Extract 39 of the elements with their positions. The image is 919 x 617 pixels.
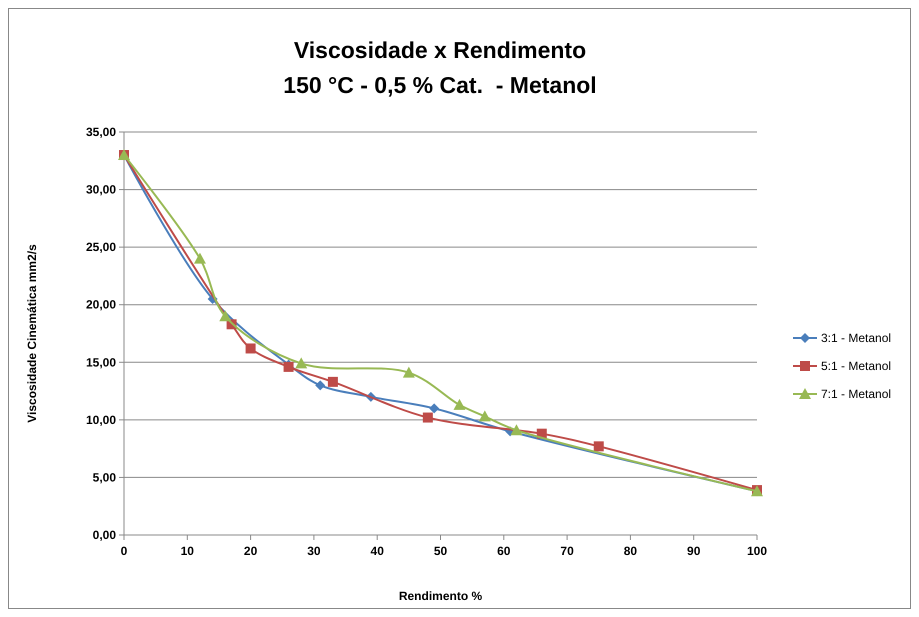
- chart-subtitle: 150 °C - 0,5 % Cat. - Metanol: [283, 72, 597, 98]
- x-tick-label: 90: [687, 544, 701, 558]
- point: [194, 252, 206, 264]
- point: [328, 376, 338, 387]
- x-tick-label: 30: [307, 544, 321, 558]
- point: [402, 366, 415, 378]
- x-tick-label: 80: [624, 544, 638, 558]
- y-tick-label: 20,00: [86, 298, 116, 312]
- legend-label: 3:1 - Metanol: [821, 331, 892, 345]
- x-tick-label: 60: [497, 544, 511, 558]
- legend-label: 5:1 - Metanol: [821, 359, 892, 373]
- y-tick-label: 15,00: [86, 355, 116, 370]
- point: [295, 357, 308, 368]
- point: [246, 343, 256, 354]
- chart-title: Viscosidade x Rendimento: [294, 37, 586, 63]
- x-tick-label: 40: [370, 544, 384, 558]
- point: [478, 410, 491, 422]
- x-tick-label: 70: [560, 544, 574, 558]
- y-axis-title: Viscosidade Cinemática mm2/s: [25, 244, 39, 423]
- point: [453, 398, 466, 410]
- y-tick-label: 25,00: [86, 240, 116, 254]
- point: [510, 424, 522, 436]
- y-tick-label: 5,00: [92, 470, 116, 484]
- x-tick-label: 0: [120, 544, 128, 558]
- x-tick-label: 100: [746, 544, 768, 558]
- x-tick-label: 20: [244, 544, 258, 558]
- y-tick-label: 35,00: [86, 125, 116, 139]
- y-tick-label: 30,00: [86, 182, 116, 197]
- x-axis-title: Rendimento %: [398, 589, 482, 603]
- point: [429, 403, 440, 414]
- x-tick-label: 50: [434, 544, 448, 558]
- x-tick-label: 10: [180, 544, 194, 558]
- point: [315, 380, 326, 390]
- point: [219, 310, 232, 322]
- legend-label: 7:1 - Metanol: [821, 387, 892, 401]
- point: [422, 412, 433, 423]
- y-tick-label: 10,00: [86, 412, 116, 427]
- y-tick-label: 0,00: [92, 528, 116, 542]
- point: [594, 441, 604, 452]
